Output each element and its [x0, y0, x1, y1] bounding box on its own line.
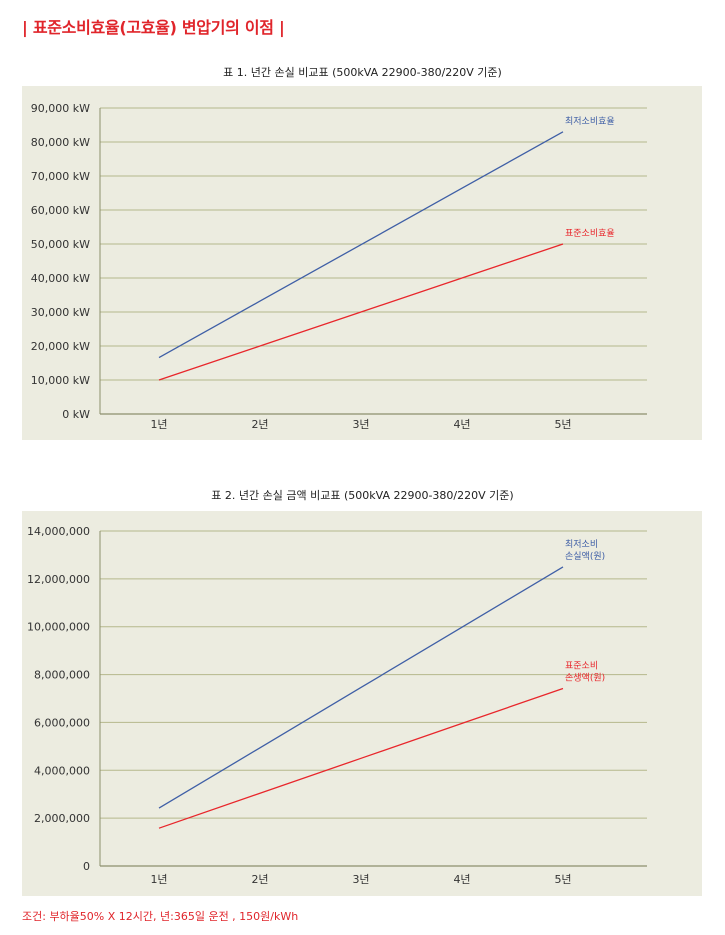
series-label: 최저소비 — [565, 539, 598, 550]
series-line-minimum-efficiency — [158, 131, 564, 359]
x-tick-label: 3년 — [352, 418, 369, 431]
y-tick-label: 90,000 kW — [31, 102, 90, 115]
y-tick-label: 30,000 kW — [31, 306, 90, 319]
series-line-standard-efficiency — [158, 687, 564, 829]
y-tick-label: 6,000,000 — [34, 716, 90, 729]
y-tick-label: 40,000 kW — [31, 272, 90, 285]
x-tick-label: 4년 — [453, 418, 470, 431]
y-tick-label: 2,000,000 — [34, 812, 90, 825]
plot-background — [22, 86, 702, 440]
series-line-standard-efficiency — [158, 243, 564, 381]
x-tick-label: 2년 — [251, 418, 268, 431]
series-label: 표준소비효율 — [565, 228, 615, 239]
y-tick-label: 20,000 kW — [31, 340, 90, 353]
y-tick-label: 80,000 kW — [31, 136, 90, 149]
series-label: 표준소비 — [565, 660, 598, 671]
series-label: 손생액(원) — [565, 671, 605, 683]
y-tick-label: 12,000,000 — [27, 573, 90, 586]
series-line-minimum-efficiency — [158, 566, 564, 809]
x-tick-label: 1년 — [150, 873, 167, 886]
y-tick-label: 50,000 kW — [31, 238, 90, 251]
chart-1-title: 표 1. 년간 손실 비교표 (500kVA 22900-380/220V 기준… — [223, 66, 502, 79]
y-tick-label: 60,000 kW — [31, 204, 90, 217]
y-tick-label: 70,000 kW — [31, 170, 90, 183]
chart-1-loss-kw: 0 kW 10,000 kW 20,000 kW 30,000 kW 40,000 kW… — [22, 86, 702, 440]
series-label: 손실액(원) — [565, 550, 605, 562]
x-tick-label: 5년 — [554, 418, 571, 431]
x-tick-label: 4년 — [453, 873, 470, 886]
y-tick-label: 14,000,000 — [27, 525, 90, 538]
x-tick-label: 2년 — [251, 873, 268, 886]
chart-2-loss-amount: 0 2,000,000 4,000,000 6,000,000 8,000,000 10,… — [22, 511, 702, 896]
series-label: 최저소비효율 — [565, 116, 615, 127]
y-tick-label: 8,000,000 — [34, 669, 90, 682]
y-tick-label: 4,000,000 — [34, 764, 90, 777]
plot-background — [22, 511, 702, 896]
y-tick-label: 0 — [83, 860, 90, 873]
y-tick-label: 10,000,000 — [27, 621, 90, 634]
footnote-conditions: 조건: 부하율50% X 12시간, 년:365일 운전 , 150원/kWh — [22, 910, 299, 923]
y-tick-label: 10,000 kW — [31, 374, 90, 387]
page-heading: | 표준소비효율(고효율) 변압기의 이점 | — [22, 18, 285, 37]
x-tick-label: 5년 — [554, 873, 571, 886]
x-tick-label: 3년 — [352, 873, 369, 886]
chart-2-title: 표 2. 년간 손실 금액 비교표 (500kVA 22900-380/220V… — [211, 489, 514, 502]
y-tick-label: 0 kW — [62, 408, 90, 421]
x-tick-label: 1년 — [150, 418, 167, 431]
